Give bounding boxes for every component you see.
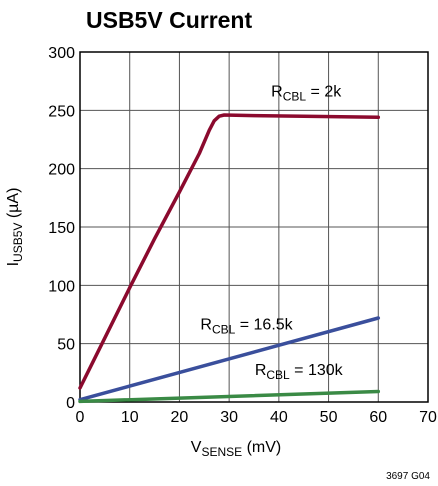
series-label-0: RCBL = 2k	[271, 83, 342, 103]
x-tick-label: 70	[419, 409, 437, 426]
y-tick-labels: 0 50 100 150 200 250 300	[48, 45, 75, 412]
x-tick-labels: 0 10 20 30 40 50 60 70	[76, 409, 437, 426]
series-line-0	[78, 113, 381, 390]
y-tick-label: 300	[48, 45, 75, 62]
plot-frame	[79, 51, 429, 403]
y-tick-label: 200	[48, 162, 75, 179]
series-lines	[78, 113, 381, 404]
x-axis-label: VSENSE (mV)	[191, 439, 281, 459]
series-label-2: RCBL = 130k	[255, 362, 344, 382]
y-axis-label: IUSB5V (µA)	[5, 188, 25, 267]
series-annotations: RCBL = 2k RCBL = 16.5k RCBL = 130k	[200, 83, 343, 382]
x-tick-label: 20	[171, 409, 189, 426]
y-tick-label: 50	[57, 337, 75, 354]
x-tick-label: 10	[121, 409, 139, 426]
series-line-1	[78, 316, 381, 402]
x-tick-label: 40	[270, 409, 288, 426]
x-tick-label: 60	[369, 409, 387, 426]
x-tick-label: 30	[220, 409, 238, 426]
x-tick-label: 0	[76, 409, 85, 426]
series-line-2	[78, 389, 381, 404]
y-tick-label: 100	[48, 278, 75, 295]
y-tick-label: 150	[48, 220, 75, 237]
y-tick-label: 0	[66, 395, 75, 412]
series-label-1: RCBL = 16.5k	[200, 317, 293, 337]
figure-code: 3697 G04	[386, 471, 430, 482]
chart-title: USB5V Current	[86, 7, 252, 33]
grid-lines	[80, 52, 428, 402]
y-tick-label: 250	[48, 103, 75, 120]
x-tick-label: 50	[320, 409, 338, 426]
